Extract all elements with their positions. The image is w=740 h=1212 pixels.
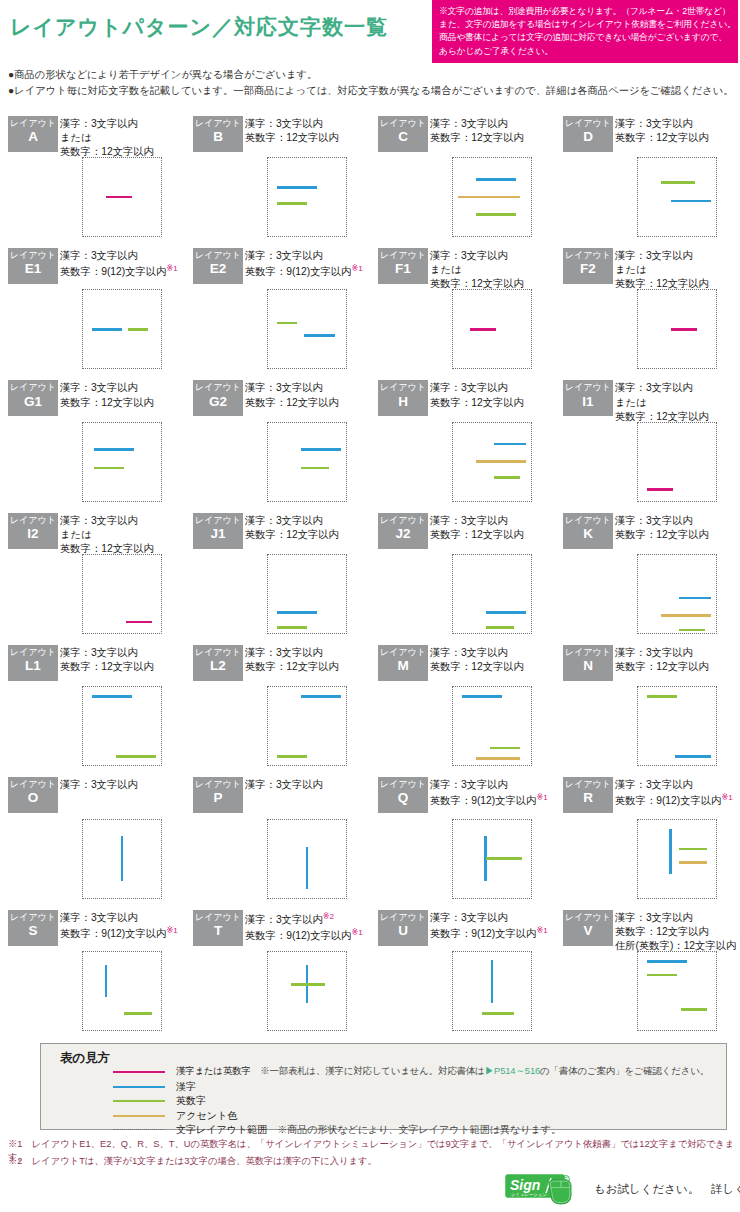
svg-text:シミュレーション: シミュレーション (511, 1192, 547, 1197)
